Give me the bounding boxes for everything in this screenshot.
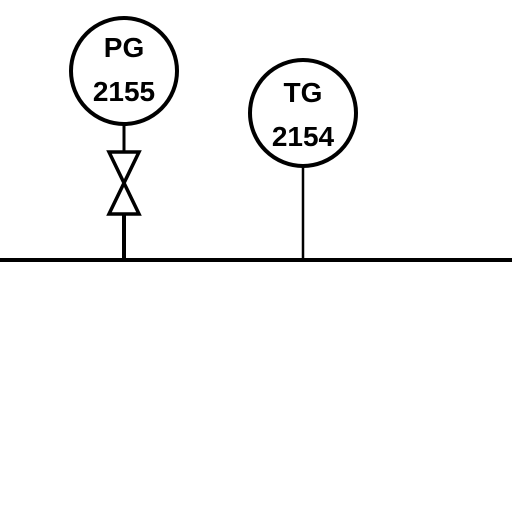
isolation-valve-icon	[106, 150, 142, 216]
pg-instrument-bubble	[69, 16, 179, 126]
tg-instrument-bubble	[248, 58, 358, 168]
tg-number-label: 2154	[272, 121, 335, 152]
temperature-gauge-tg-2154: TG 2154	[248, 58, 358, 260]
pressure-gauge-pg-2155: PG 2155	[69, 16, 179, 260]
pg-tag-label: PG	[104, 32, 144, 63]
tg-tag-label: TG	[284, 77, 323, 108]
pg-number-label: 2155	[93, 76, 155, 107]
